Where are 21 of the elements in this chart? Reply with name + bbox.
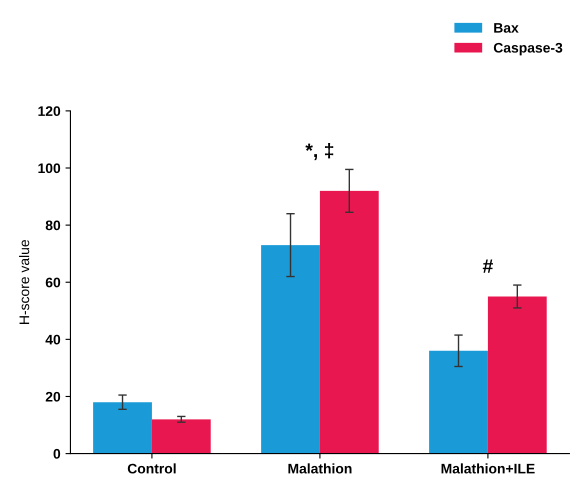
- y-tick-label: 40: [45, 334, 60, 345]
- y-tick-label: 100: [38, 163, 60, 174]
- y-tick-label: 0: [54, 448, 60, 459]
- annotation: *, ‡: [305, 142, 334, 160]
- bar: [93, 402, 152, 454]
- legend-label: Caspase-3: [494, 42, 562, 56]
- x-tick-label: Malathion: [288, 463, 352, 474]
- y-axis-title: H-score value: [19, 240, 30, 324]
- y-tick-label: 60: [46, 278, 60, 288]
- x-tick-label: Control: [128, 463, 176, 474]
- legend-label: Bax: [494, 23, 519, 33]
- y-tick-label: 20: [46, 392, 60, 402]
- bar: [152, 419, 211, 454]
- x-tick-label: Malathion+ILE: [442, 463, 535, 474]
- y-tick-label: 80: [46, 220, 60, 230]
- bar: [261, 245, 320, 454]
- bar: [429, 350, 488, 454]
- annotation: #: [482, 259, 494, 273]
- y-tick-label: 120: [38, 106, 60, 116]
- bar: [488, 296, 547, 454]
- bar: [320, 190, 379, 454]
